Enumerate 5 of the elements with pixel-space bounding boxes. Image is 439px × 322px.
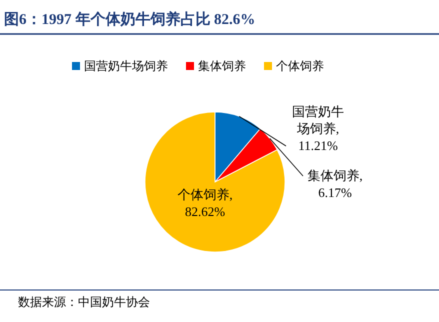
legend-label: 国营奶牛场饲养 <box>84 59 168 73</box>
source-note: 数据来源：中国奶牛协会 <box>18 295 150 309</box>
chart-title: 图6：1997 年个体奶牛饲养占比 82.6% <box>4 10 256 28</box>
legend-label: 集体饲养 <box>198 59 246 73</box>
legend-label: 个体饲养 <box>276 59 324 73</box>
